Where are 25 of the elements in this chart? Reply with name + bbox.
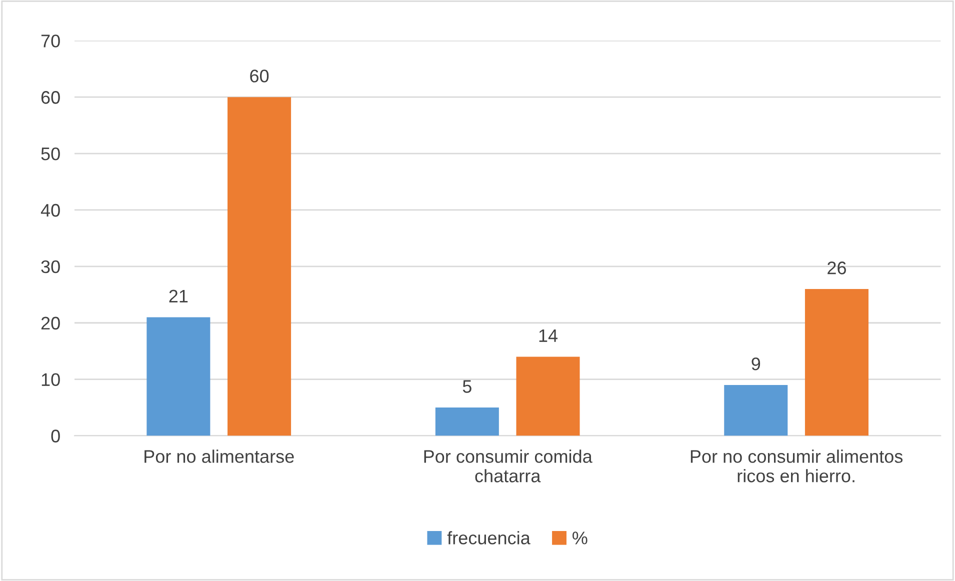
- data-label: 9: [752, 357, 760, 370]
- bar: [228, 97, 292, 436]
- legend-label: %: [572, 532, 588, 544]
- data-label: 21: [169, 290, 188, 302]
- y-tick-label: 20: [41, 316, 60, 330]
- legend-label: frecuencia: [447, 531, 530, 544]
- bar: [724, 384, 788, 436]
- y-tick-label: 0: [51, 430, 60, 442]
- y-tick-label: 40: [40, 204, 60, 217]
- data-label: 5: [462, 380, 472, 393]
- y-tick-label: 10: [42, 373, 60, 386]
- data-label: 14: [539, 329, 558, 342]
- bar: [435, 408, 499, 436]
- x-tick-label: Por no consumir alimentos ricos en hierro.: [690, 450, 903, 482]
- y-tick-label: 60: [41, 91, 60, 104]
- data-label: 60: [250, 70, 269, 82]
- y-tick-label: 50: [41, 147, 60, 160]
- bar: [146, 317, 210, 436]
- bar: [516, 356, 580, 436]
- x-tick-label: Por no alimentarse: [144, 450, 294, 463]
- y-tick-label: 70: [41, 34, 60, 48]
- y-tick-label: 30: [41, 260, 60, 274]
- bar: [804, 289, 868, 436]
- x-tick-label: Por consumir comida chatarra: [424, 450, 592, 482]
- data-label: 26: [828, 262, 846, 274]
